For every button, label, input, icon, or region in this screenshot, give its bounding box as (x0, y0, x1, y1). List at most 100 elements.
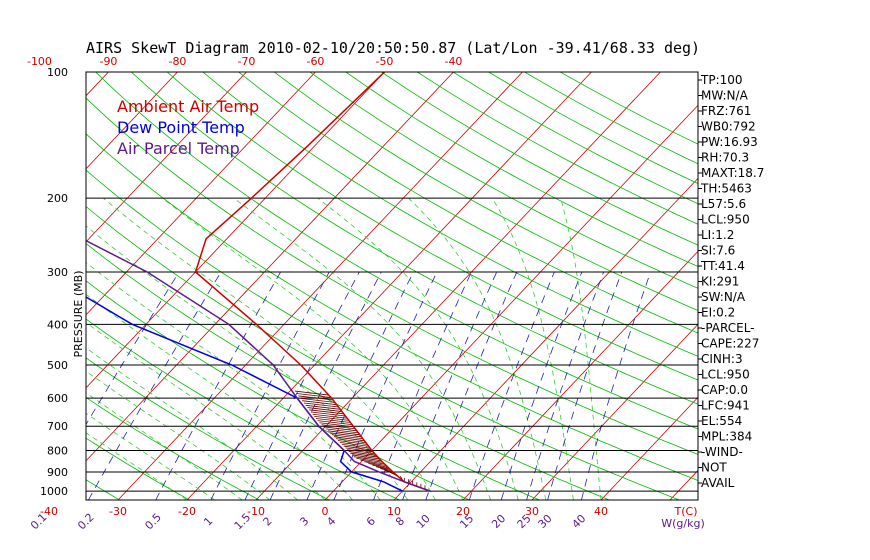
dry-adiabat-line (86, 97, 698, 455)
mixing-ratio-line (306, 271, 414, 500)
legend: Ambient Air Temp Dew Point Temp Air Parcel… (117, 97, 259, 158)
stat-value: TT:41.4 (700, 259, 745, 273)
isotherm-line (531, 323, 698, 500)
stat-value: CAP:0.0 (701, 383, 748, 397)
top-temperature-tick-label: -90 (99, 55, 117, 68)
mixing-ratio-line (210, 271, 330, 500)
cin-hatch-line (333, 436, 365, 442)
dry-adiabat-line (86, 437, 190, 500)
cin-hatch-line (356, 457, 383, 463)
dry-adiabat-line (86, 397, 260, 500)
pressure-tick-label: 600 (47, 392, 68, 405)
isotherm-line (86, 72, 454, 462)
dry-adiabat-line (86, 205, 610, 500)
chart-title: AIRS SkewT Diagram 2010-02-10/20:50:50.8… (86, 39, 700, 57)
cin-hatch-line (305, 404, 341, 410)
stat-value: -PARCEL- (701, 321, 755, 335)
isotherm-line (669, 469, 698, 500)
plot-frame (85, 71, 699, 501)
cin-hatch-line (329, 432, 362, 438)
isotherm-line (186, 72, 592, 500)
mixing-ratio-line (581, 271, 651, 500)
cin-hatch-line (309, 409, 344, 415)
top-temperature-tick-label: -50 (375, 55, 393, 68)
pressure-tick-label: 100 (47, 66, 68, 79)
mixing-ratio-line (333, 271, 438, 500)
dry-adiabat-line (86, 318, 400, 500)
stat-value: MPL:384 (701, 430, 752, 444)
moist-adiabat-line (86, 432, 188, 500)
pressure-tick-label: 900 (47, 466, 68, 479)
pressure-tick-label: 300 (47, 266, 68, 279)
pressure-tick-label: 800 (47, 445, 68, 458)
cin-hatch-line (372, 464, 391, 470)
mixing-ratio-tick-label: 8 (393, 514, 407, 528)
cin-hatch-line (331, 434, 363, 440)
bottom-temperature-tick-label: 0 (322, 505, 329, 518)
dry-adiabat-line (274, 72, 698, 311)
cin-hatch-line (380, 467, 394, 473)
stat-value: MW:N/A (701, 89, 749, 103)
cin-hatch-line (368, 463, 389, 468)
mixing-ratio-tick-label: 4 (324, 514, 338, 528)
moist-adiabat-line (233, 197, 491, 500)
cin-hatch-line (360, 459, 385, 465)
bottom-temperature-tick-label: 40 (594, 505, 608, 518)
mixing-ratio-line (155, 271, 281, 500)
cin-hatch-line (307, 407, 343, 412)
cin-hatch-line (294, 390, 329, 396)
top-temperature-tick-label: -70 (237, 55, 255, 68)
cin-hatch-line (335, 438, 366, 443)
cin-hatch-line (364, 461, 387, 467)
isotherm-line (86, 72, 178, 170)
dry-adiabat-line (86, 169, 680, 500)
dry-adiabat-line (86, 242, 540, 500)
dry-adiabat-line (86, 357, 330, 500)
pressure-tick-label: 200 (47, 192, 68, 205)
cin-hatch-line (348, 451, 377, 456)
bottom-temperature-tick-label: 10 (387, 505, 401, 518)
cin-hatch-line (298, 395, 334, 401)
isotherm-line (86, 72, 316, 316)
moist-adiabat-line (86, 321, 326, 500)
parcel-profile-line (86, 239, 431, 492)
stat-value: NOT (701, 461, 727, 475)
stat-value: EL:554 (701, 414, 742, 428)
isotherm-line (86, 72, 247, 243)
cin-hatch-line (347, 449, 375, 455)
y-axis-label: PRESSURE (MB) (72, 271, 85, 358)
isotherm-line (462, 250, 698, 500)
top-temperature-tick-label: -40 (444, 55, 462, 68)
dry-adiabat-line (166, 72, 698, 381)
mixing-ratio-tick-label: 2 (261, 514, 275, 528)
dry-adiabat-line (345, 72, 698, 267)
mixing-ratio-tick-label: 20 (489, 512, 508, 531)
moist-adiabat-line (560, 198, 602, 500)
stat-value: RH:70.3 (701, 151, 749, 165)
stat-value: CAPE:227 (701, 337, 759, 351)
legend-entry: Ambient Air Temp (117, 97, 259, 116)
pressure-tick-label: 1000 (40, 485, 68, 498)
temperature-profile-line (194, 72, 431, 492)
mixing-ratio-line (547, 271, 623, 500)
mixing-ratio-tick-label: 40 (569, 512, 588, 531)
moist-adiabat-line (86, 392, 243, 500)
top-temperature-tick-label: -100 (27, 55, 52, 68)
cin-hatch-line (350, 452, 379, 458)
top-temperature-tick-label: -60 (306, 55, 324, 68)
bottom-temperature-tick-label: -20 (178, 505, 196, 518)
mixing-ratio-line (468, 271, 555, 500)
sounding-series (86, 72, 431, 492)
stat-value: LFC:941 (701, 399, 750, 413)
moist-adiabat-line (491, 197, 574, 500)
mixing-ratio-line (526, 271, 604, 500)
moist-adiabat-line (86, 412, 215, 500)
stat-value: L57:5.6 (701, 197, 746, 211)
moist-adiabat-line (86, 370, 271, 500)
cin-hatch-line (312, 413, 348, 419)
dry-adiabat-line (0, 72, 50, 500)
bottom-temperature-tick-label: 20 (456, 505, 470, 518)
legend-entry: Dew Point Temp (117, 118, 245, 137)
cin-hatch-line (300, 397, 335, 403)
dry-adiabat-line (95, 72, 698, 430)
